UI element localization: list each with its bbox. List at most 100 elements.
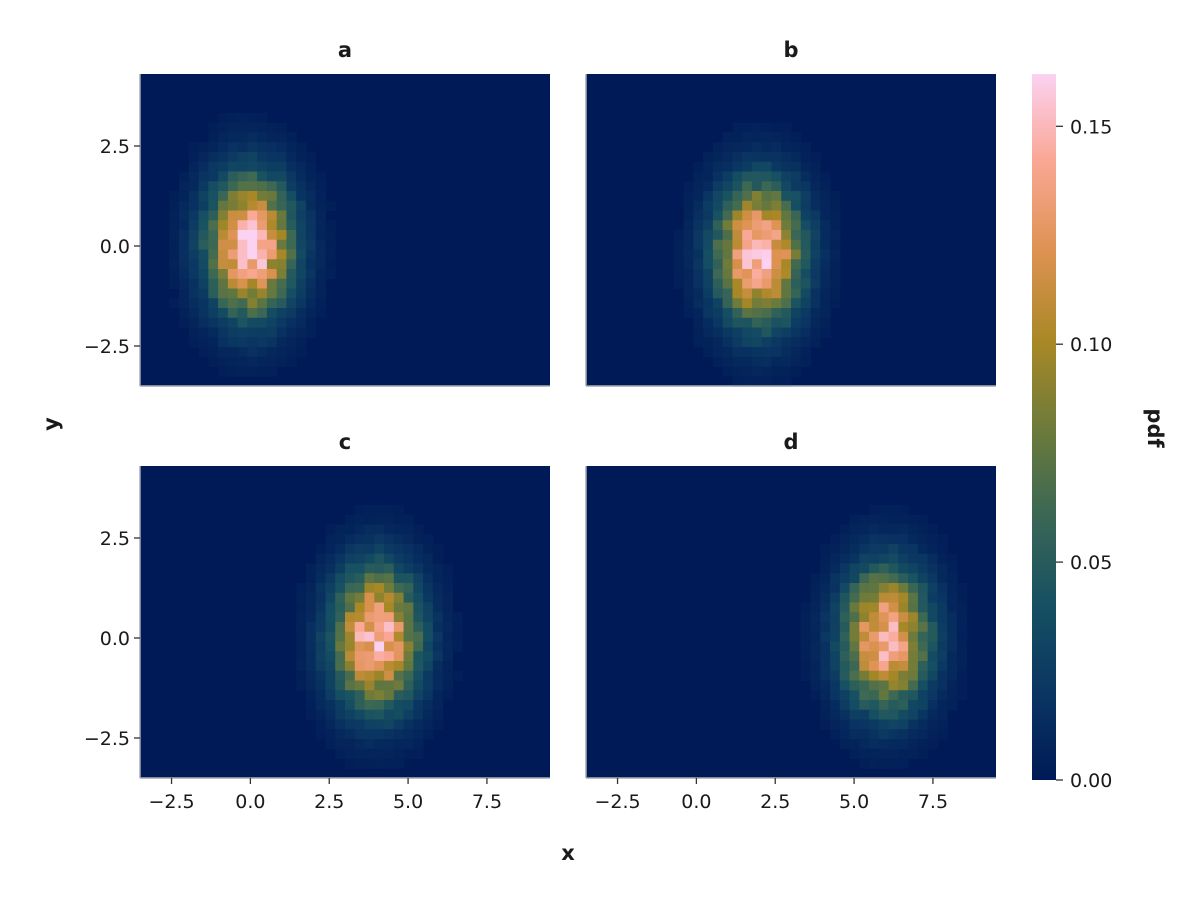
heatmap-cell [335, 641, 346, 652]
heatmap-cell [169, 210, 180, 221]
heatmap-cell [751, 230, 763, 241]
heatmap-cell [208, 337, 219, 348]
heatmap-cell [947, 700, 958, 711]
heatmap-cell [374, 573, 385, 584]
heatmap-cell [810, 592, 821, 604]
heatmap-cell [276, 259, 288, 270]
heatmap-cell [198, 230, 209, 241]
heatmap-cell [732, 356, 743, 368]
heatmap-cell [237, 298, 248, 309]
x-tick-label: 7.5 [918, 791, 948, 813]
heatmap-cell [345, 748, 356, 760]
heatmap-cell [374, 651, 385, 662]
heatmap-cell [781, 210, 792, 221]
heatmap-cell [878, 592, 890, 604]
heatmap-cell [345, 690, 356, 701]
heatmap-cell [345, 514, 356, 526]
heatmap-cell [742, 171, 753, 182]
heatmap-cell [423, 680, 434, 691]
heatmap-cell [898, 524, 909, 535]
heatmap-cell [771, 269, 782, 280]
heatmap-cell [937, 709, 948, 721]
heatmap-cell [364, 573, 375, 584]
heatmap-cell [423, 661, 434, 672]
heatmap-cell [276, 161, 288, 173]
heatmap-cell [403, 544, 414, 555]
heatmap-cell [810, 152, 821, 163]
heatmap-cell [169, 191, 180, 202]
heatmap-cell [781, 249, 792, 260]
heatmap-cell [703, 308, 714, 319]
heatmap-cell [703, 161, 714, 173]
heatmap-cell [393, 758, 405, 769]
heatmap-cell [276, 230, 288, 241]
axes-layer: −2.50.02.5−2.50.02.5−2.5 0.0 2.5 5.0 7.5 −2.5… [84, 74, 996, 813]
heatmap-cell [869, 534, 880, 545]
panel-b: b [586, 38, 996, 387]
heatmap-cell [917, 631, 929, 643]
heatmap-cell [830, 641, 841, 652]
heatmap-cell [384, 612, 395, 623]
heatmap-cell [345, 719, 356, 730]
heatmap-cell [364, 729, 375, 740]
heatmap-cell [247, 132, 258, 143]
heatmap-cell [830, 553, 841, 565]
heatmap-cell [927, 661, 939, 672]
heatmap-cell [432, 622, 444, 633]
heatmap-cell [325, 544, 336, 555]
heatmap-cell [771, 327, 782, 338]
heatmap-cell [257, 317, 268, 329]
heatmap-cell [384, 651, 395, 662]
heatmap-cell [325, 602, 336, 613]
heatmap-cell [800, 651, 812, 662]
heatmap-cell [296, 308, 307, 319]
heatmap-cell [188, 337, 200, 348]
heatmap-cell [286, 249, 297, 260]
heatmap-cell [722, 161, 734, 173]
heatmap-cell [413, 563, 424, 574]
heatmap-cell [403, 563, 414, 574]
heatmap-cell [393, 641, 405, 652]
heatmap-cell [761, 191, 773, 202]
heatmap-cell [198, 171, 209, 182]
heatmap-cell [732, 376, 743, 387]
panel-a: a [140, 38, 550, 386]
heatmap-cell [693, 239, 704, 251]
heatmap-cell [276, 317, 288, 329]
heatmap-cell [878, 700, 890, 711]
heatmap-cell [947, 651, 958, 662]
heatmap-cell [393, 524, 405, 535]
heatmap-cell [771, 337, 782, 348]
heatmap-cell [800, 181, 812, 192]
heatmap-cell [937, 700, 948, 711]
heatmap-cell [315, 239, 327, 251]
heatmap-cell [937, 680, 948, 691]
heatmap-cell [208, 142, 219, 153]
heatmap-cell [693, 337, 704, 348]
heatmap-cell [247, 122, 258, 134]
heatmap-cell [286, 356, 297, 368]
heatmap-cell [800, 288, 812, 299]
heatmap-cell [771, 288, 782, 299]
heatmap-cell [732, 308, 743, 319]
heatmap-cell [810, 161, 821, 173]
heatmap-cell [956, 622, 968, 633]
heatmap-cell [325, 719, 336, 730]
heatmap-cell [781, 191, 792, 202]
heatmap-cell [335, 631, 346, 643]
heatmap-cell [839, 641, 851, 652]
heatmap-cell [800, 171, 812, 182]
heatmap-cell [761, 366, 773, 377]
heatmap-cell [849, 680, 860, 691]
heatmap-cell [325, 729, 336, 740]
heatmap-cell [869, 729, 880, 740]
heatmap-cell [722, 317, 734, 329]
heatmap-cell [800, 161, 812, 173]
heatmap-cell [188, 259, 200, 270]
heatmap-cell [849, 602, 860, 613]
heatmap-cell [771, 210, 782, 221]
heatmap-cell [742, 230, 753, 241]
heatmap-cell [227, 288, 239, 299]
heatmap-cell [179, 308, 190, 319]
heatmap-cell [791, 327, 802, 338]
